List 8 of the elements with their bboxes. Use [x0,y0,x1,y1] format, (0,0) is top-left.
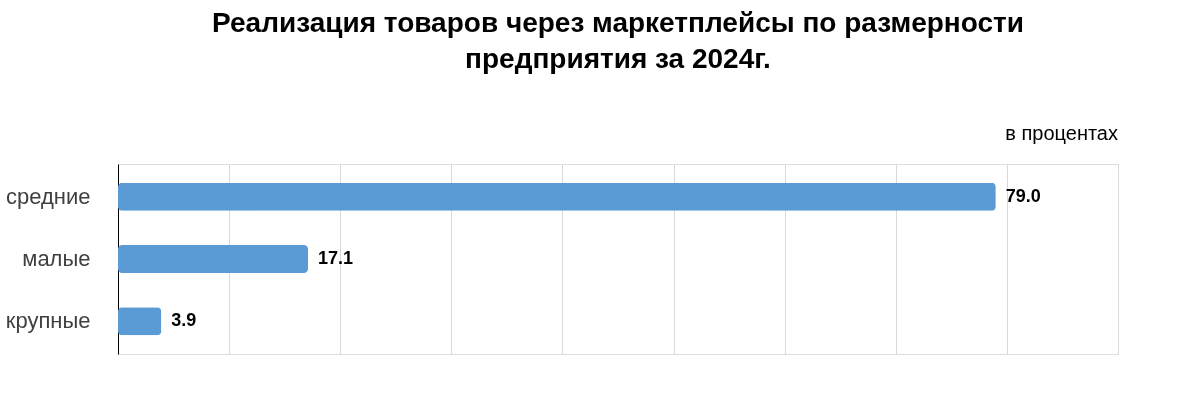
data-label: 79.0 [1005,185,1041,206]
y-tick-label: средние [6,183,91,209]
data-label: 17.1 [318,248,354,268]
data-label: 3.9 [171,310,197,331]
y-tick-label: крупные [5,308,91,334]
chart-title: Реализация товаров через маркетплейсы по размерности предприятия за 2024г. [212,7,1024,74]
y-tick-label: малые [22,246,91,271]
text: в процентах [1005,122,1118,144]
